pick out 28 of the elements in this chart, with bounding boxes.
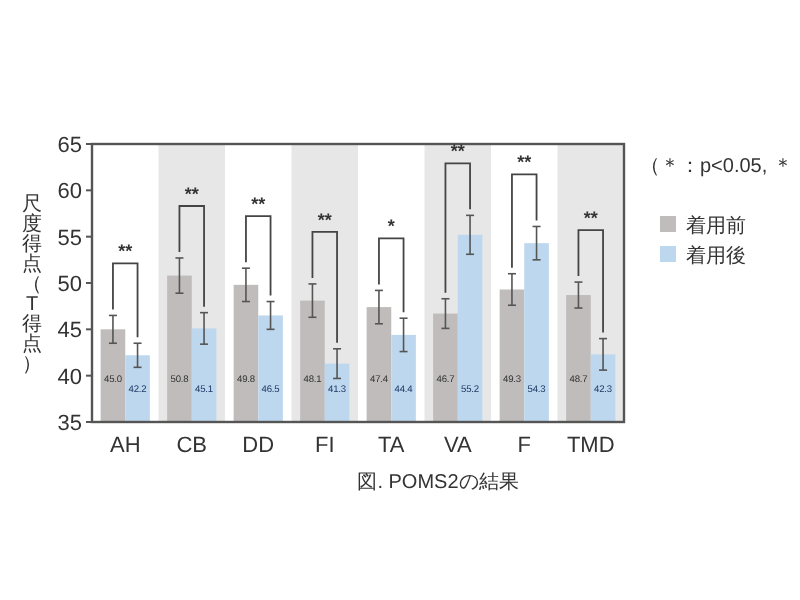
y-tick-label: 35 (57, 412, 82, 436)
legend-label: 着用前 (686, 214, 746, 238)
legend-label: 着用後 (686, 244, 746, 268)
annotation: ** (450, 141, 466, 162)
y-tick-label: 40 (57, 365, 82, 390)
annotation: ** (317, 209, 333, 230)
y-tick-label: 55 (57, 226, 82, 251)
annotation: * (387, 216, 396, 237)
x-tick-label: AH (109, 434, 141, 458)
text: （＊：p<0.05, ＊ (640, 156, 793, 178)
x-tick-label: DD (242, 434, 275, 458)
text: 尺度得点（T得点） (22, 194, 42, 376)
y-tick-label: 60 (57, 180, 82, 205)
y-tick-label: 45 (57, 319, 82, 344)
annotation: ** (184, 183, 200, 204)
x-tick-label: TMD (566, 434, 615, 458)
x-tick-label: F (517, 434, 532, 458)
x-tick-label: CB (176, 434, 208, 458)
y-tick-label: 50 (57, 273, 82, 297)
y-tick-label: 65 (57, 134, 82, 158)
annotation: ** (251, 194, 267, 215)
annotation: ** (583, 208, 599, 229)
x-tick-label: FI (314, 434, 335, 458)
annotation: ** (118, 241, 134, 262)
x-tick-label: TA (378, 434, 406, 458)
x-tick-label: VA (443, 434, 473, 458)
text: 図. POMS2の結果 (357, 472, 519, 494)
annotation: ** (517, 152, 533, 173)
